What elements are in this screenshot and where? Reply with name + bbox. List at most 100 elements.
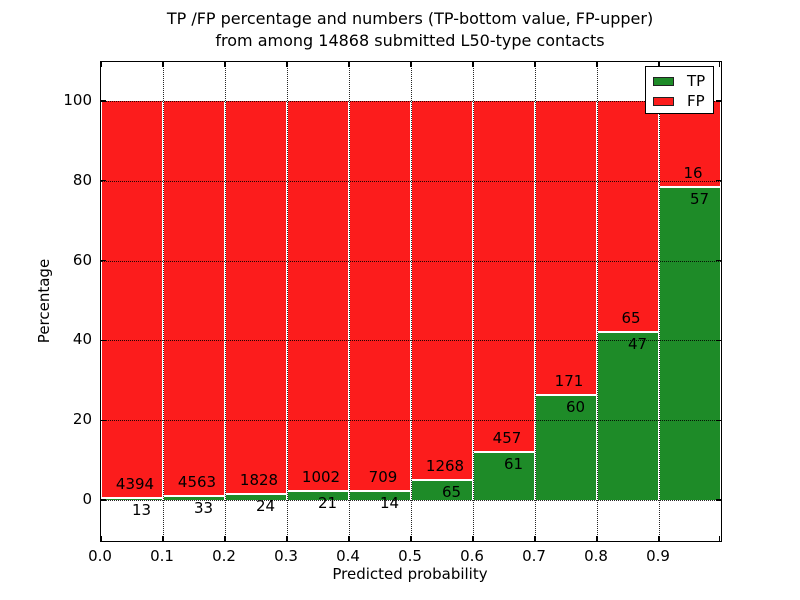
tp-count-label: 21	[318, 493, 338, 512]
bar-segment-fp	[350, 101, 410, 493]
plot-area: 4394 13 4563 33 1828 24 1002 21 709 14 1268 65 457 61…	[100, 61, 722, 542]
x-tick-mark	[162, 62, 164, 67]
x-tick-mark	[472, 536, 474, 541]
fp-count-label: 4563	[177, 473, 217, 492]
y-tick-mark	[101, 100, 106, 102]
y-tick-label: 20	[72, 410, 92, 429]
x-tick-mark	[410, 62, 412, 67]
fp-count-label: 1828	[239, 470, 279, 489]
legend: TP FP	[645, 66, 714, 114]
bar-segment-fp	[660, 101, 720, 189]
x-tick-mark	[162, 536, 164, 541]
bar-segment-fp	[288, 101, 348, 492]
gridline	[473, 62, 474, 541]
fp-count-label: 709	[368, 468, 398, 487]
gridline	[349, 62, 350, 541]
legend-label-tp: TP	[687, 71, 706, 90]
tp-count-label: 61	[504, 455, 524, 473]
bar-segment-tp	[536, 396, 596, 500]
tp-count-label: 47	[628, 334, 648, 353]
fp-count-label: 1002	[301, 467, 341, 486]
legend-item-tp: TP	[646, 71, 713, 91]
bar-segment-fp	[412, 101, 472, 481]
x-tick-label: 0.2	[212, 547, 236, 565]
x-tick-mark	[410, 536, 412, 541]
fp-count-label: 4394	[115, 474, 155, 493]
bar-segment-tp	[164, 497, 224, 500]
y-tick-label: 60	[72, 250, 92, 269]
y-tick-mark	[716, 419, 721, 421]
bar-segment-tp	[226, 494, 286, 500]
tp-count-label: 57	[690, 190, 710, 209]
x-tick-label: 0.7	[522, 547, 546, 565]
gridline	[411, 62, 412, 541]
tp-count-label: 65	[442, 482, 462, 501]
x-tick-mark	[596, 62, 598, 67]
x-tick-mark	[658, 62, 660, 67]
x-tick-mark	[224, 536, 226, 541]
bar-segment-fp	[226, 101, 286, 495]
y-tick-mark	[716, 339, 721, 342]
y-tick-mark	[101, 419, 106, 421]
y-tick-mark	[101, 499, 106, 501]
chart-title-line1: TP /FP percentage and numbers (TP-bottom…	[166, 9, 654, 28]
x-tick-label: 0.5	[398, 547, 422, 565]
x-tick-mark	[534, 536, 536, 541]
bar-segment-tp	[102, 498, 162, 500]
x-tick-label: 0.9	[646, 547, 670, 565]
x-tick-mark	[224, 62, 226, 67]
y-tick-label: 100	[63, 91, 92, 109]
x-tick-label: 0.1	[150, 547, 174, 565]
x-tick-mark	[100, 536, 102, 541]
tp-count-label: 13	[132, 500, 152, 519]
y-tick-mark	[716, 259, 721, 262]
gridline	[163, 62, 164, 541]
chart-title-line2: from among 14868 submitted L50-type cont…	[215, 31, 605, 50]
gridline	[225, 62, 226, 541]
x-tick-mark	[658, 536, 660, 541]
x-tick-mark	[286, 62, 288, 67]
x-tick-mark	[718, 62, 721, 67]
y-tick-mark	[101, 180, 106, 182]
legend-label-fp: FP	[687, 91, 705, 110]
legend-item-fp: FP	[646, 91, 713, 111]
gridline	[597, 62, 598, 541]
y-tick-mark	[101, 339, 106, 342]
x-tick-label: 0.6	[460, 547, 484, 565]
bar-segment-fp	[102, 101, 162, 499]
bar-segment-tp	[288, 491, 348, 500]
fp-count-label: 457	[492, 429, 522, 447]
bar-segment-fp	[536, 101, 596, 397]
bar-segment-tp	[598, 332, 658, 500]
y-tick-label: 40	[72, 330, 92, 349]
bar-segment-tp	[474, 453, 534, 500]
y-tick-mark	[716, 499, 721, 501]
x-tick-mark	[472, 62, 474, 67]
x-tick-mark	[596, 536, 598, 541]
x-tick-mark	[286, 536, 288, 541]
bar-segment-tp	[660, 188, 720, 500]
x-tick-label: 0.0	[88, 547, 112, 565]
y-tick-mark	[101, 259, 106, 262]
gridline	[535, 62, 536, 541]
bar-segment-fp	[164, 101, 224, 498]
gridline	[659, 62, 660, 541]
bar-segment-fp	[598, 101, 658, 333]
bar-segment-tp	[412, 480, 472, 500]
fp-count-label: 16	[683, 164, 703, 183]
tp-count-label: 14	[380, 494, 400, 513]
legend-swatch-tp-icon	[653, 76, 674, 86]
fp-count-label: 65	[621, 308, 641, 327]
fp-count-label: 1268	[425, 456, 465, 475]
tp-count-label: 60	[566, 398, 586, 417]
chart-title: TP /FP percentage and numbers (TP-bottom…	[100, 8, 720, 52]
y-tick-mark	[716, 100, 721, 102]
tp-count-label: 24	[256, 496, 276, 515]
x-tick-mark	[100, 62, 102, 67]
legend-swatch-fp-icon	[653, 96, 674, 106]
fp-count-label: 171	[554, 372, 584, 391]
x-tick-mark	[534, 62, 536, 67]
x-tick-label: 0.4	[336, 547, 360, 565]
x-tick-label: 0.8	[584, 547, 608, 565]
